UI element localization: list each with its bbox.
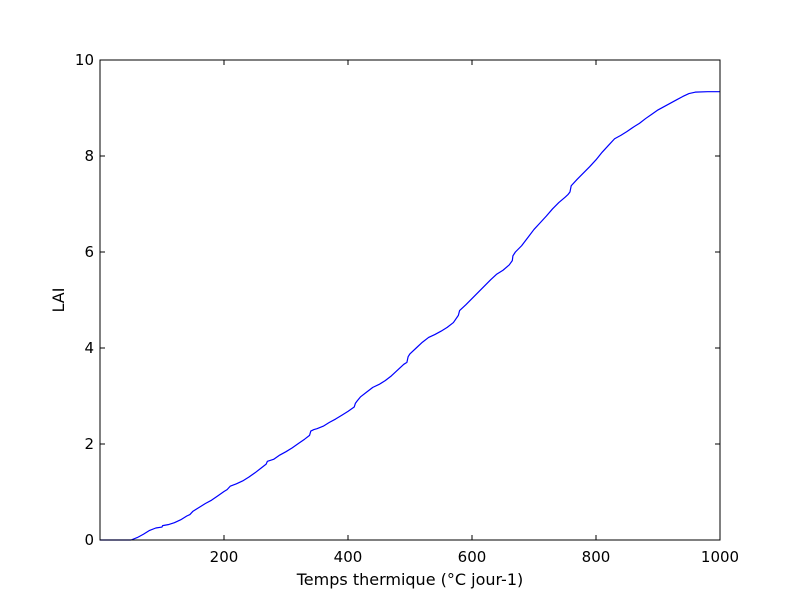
x-tick-label: 1000 (701, 548, 739, 566)
lai-series-line (100, 91, 720, 541)
y-tick-label: 4 (84, 339, 94, 357)
x-axis-label: Temps thermique (°C jour-1) (296, 570, 524, 589)
y-tick-label: 0 (84, 531, 94, 549)
x-tick-label: 800 (582, 548, 611, 566)
y-axis-label: LAI (49, 288, 68, 313)
y-tick-label: 8 (84, 147, 94, 165)
x-tick-label: 400 (334, 548, 363, 566)
y-tick-label: 10 (75, 51, 94, 69)
series-layer (100, 91, 720, 541)
y-tick-label: 2 (84, 435, 94, 453)
x-tick-label: 200 (210, 548, 239, 566)
plot-frame (99, 59, 721, 541)
x-tick-label: 600 (458, 548, 487, 566)
y-tick-label: 6 (84, 243, 94, 261)
tick-labels: 200 400 600 800 1000 0 2 4 6 8 10 (75, 51, 739, 566)
plot-background (100, 60, 720, 540)
